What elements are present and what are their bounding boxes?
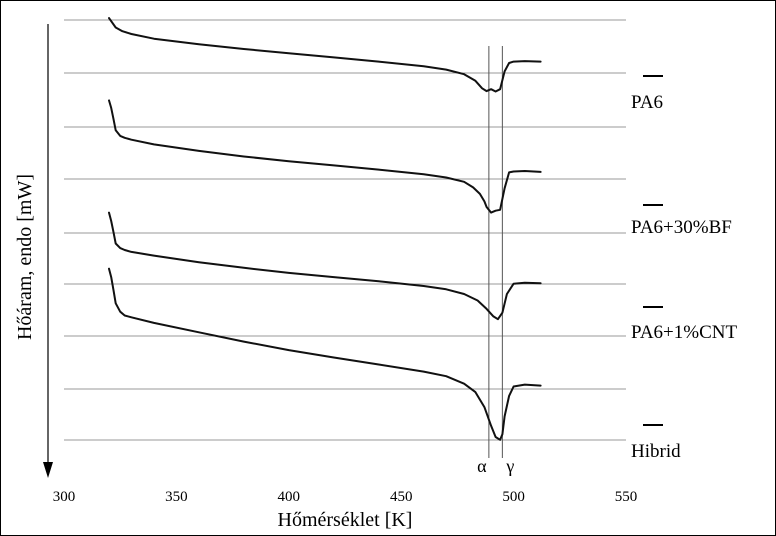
x-tick-label-300: 300	[53, 489, 76, 505]
series-curve-0	[108, 17, 542, 93]
series-curve-1	[108, 99, 542, 214]
series-label-0: PA6	[631, 92, 663, 113]
y-axis-arrowhead	[43, 462, 53, 478]
x-axis-label: Hőmérséklet [K]	[278, 509, 413, 531]
ref-label-alpha: α	[477, 456, 487, 476]
ref-label-gamma: γ	[505, 456, 514, 476]
x-tick-label-550: 550	[615, 489, 638, 505]
series-label-2: PA6+1%CNT	[631, 322, 737, 343]
series-curve-2	[108, 211, 542, 321]
y-axis-label: Hőáram, endo [mW]	[14, 174, 36, 340]
x-tick-label-450: 450	[390, 489, 413, 505]
x-tick-label-500: 500	[502, 489, 525, 505]
series-curve-3	[108, 267, 542, 441]
series-label-1: PA6+30%BF	[631, 217, 732, 238]
series-label-3: Hibrid	[631, 441, 681, 462]
x-tick-label-350: 350	[165, 489, 188, 505]
x-tick-label-400: 400	[278, 489, 301, 505]
